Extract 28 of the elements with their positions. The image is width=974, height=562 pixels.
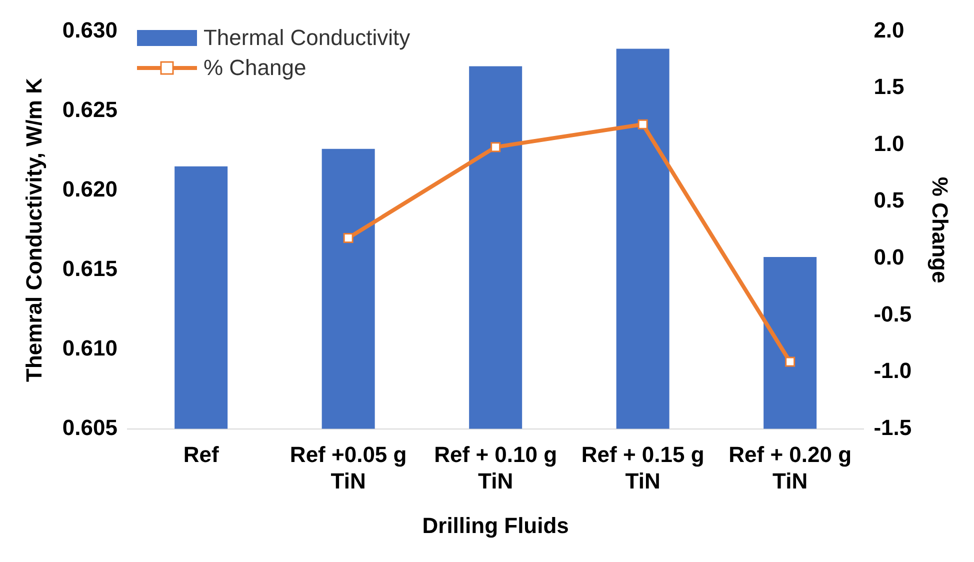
y-tick-label: 0.630 (62, 17, 118, 42)
y-tick-label: 0.610 (62, 335, 118, 360)
y-tick-label: 0.615 (62, 256, 118, 281)
y-axis-title: Themral Conductivity, W/m K (21, 78, 46, 382)
legend-label: % Change (203, 55, 306, 82)
legend-label: Thermal Conductivity (203, 25, 410, 52)
point (490, 142, 501, 152)
y2-tick-label: 0.5 (874, 188, 904, 213)
y2-tick-label: -1.5 (874, 414, 912, 440)
x-tick-label: Ref +0.05 g TiN (290, 442, 407, 494)
y2-tick-label: 0.0 (874, 244, 904, 270)
y2-axis-title: % Change (928, 176, 953, 284)
y2-tick-label: 2.0 (874, 17, 904, 42)
point (638, 119, 648, 130)
y2-tick-label: 1.0 (874, 130, 904, 156)
x-axis-title: Drilling Fluids (422, 512, 569, 538)
y2-tick-label: 1.5 (874, 74, 904, 100)
y2-tick-label: -1.0 (874, 358, 912, 384)
x-tick-label: Ref + 0.15 g TiN (581, 442, 704, 494)
y-tick-label: 0.605 (62, 414, 118, 440)
x-tick-label: Ref (183, 442, 220, 468)
y2-tick-label: -0.5 (874, 301, 912, 326)
x-tick-label: Ref + 0.10 g TiN (434, 442, 558, 494)
x-tick-label: Ref + 0.20 g TiN (728, 442, 852, 494)
point (785, 356, 796, 367)
y-tick-label: 0.625 (62, 96, 118, 122)
y-tick-label: 0.620 (62, 176, 118, 202)
point (343, 232, 354, 243)
